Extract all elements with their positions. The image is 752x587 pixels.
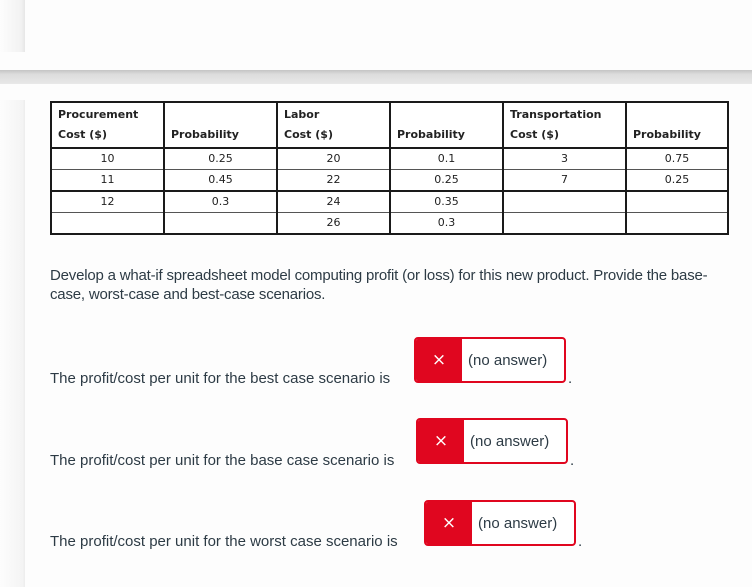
table-cell: 0.1 (389, 147, 504, 170)
worst-case-answer-value: (no answer) (478, 514, 558, 532)
header-probability-1: Probability (163, 101, 278, 149)
sentence-period: . (578, 533, 583, 550)
base-case-answer-value: (no answer) (470, 432, 550, 450)
table-cell: 0.35 (389, 190, 504, 213)
header-line: Probability (633, 128, 701, 141)
best-case-question-label: The profit/cost per unit for the best ca… (50, 370, 391, 387)
table-cell (163, 212, 278, 235)
table-row: 26 0.3 (50, 212, 729, 235)
sentence-period: . (568, 370, 573, 387)
table-cell: 0.3 (163, 190, 278, 213)
header-line: Cost ($) (58, 128, 107, 141)
table-cell: 12 (50, 190, 165, 213)
header-labor-cost: Labor Cost ($) (276, 101, 391, 149)
left-panel-edge (0, 100, 25, 587)
table-cell (50, 212, 165, 235)
base-case-question-label: The profit/cost per unit for the base ca… (50, 452, 395, 469)
header-transportation-cost: Transportation Cost ($) (502, 101, 627, 149)
table-cell: 11 (50, 169, 165, 192)
incorrect-x-icon: × (426, 502, 472, 544)
table-cell: 0.25 (625, 169, 729, 192)
table-cell: 20 (276, 147, 391, 170)
cost-probability-table: Procurement Cost ($) Probability Labor Cos… (50, 101, 729, 235)
header-line: Transportation (510, 108, 602, 121)
worst-case-question-label: The profit/cost per unit for the worst c… (50, 533, 398, 550)
worst-case-answer-field[interactable]: × (no answer) (424, 500, 576, 546)
table-cell: 0.25 (163, 147, 278, 170)
table-cell: 26 (276, 212, 391, 235)
table-cell (502, 190, 627, 213)
question-prompt: Develop a what-if spreadsheet model comp… (50, 267, 708, 303)
sentence-period: . (570, 452, 575, 469)
header-line: Probability (397, 128, 465, 141)
best-case-answer-value: (no answer) (468, 351, 548, 369)
table-cell: 0.75 (625, 147, 729, 170)
incorrect-x-icon: × (418, 420, 464, 462)
table-cell: 0.25 (389, 169, 504, 192)
header-probability-3: Probability (625, 101, 729, 149)
table-row: 11 0.45 22 0.25 7 0.25 (50, 169, 729, 192)
table-cell: 0.3 (389, 212, 504, 235)
incorrect-x-icon: × (416, 339, 462, 381)
table-cell (502, 212, 627, 235)
table-cell (625, 212, 729, 235)
table-cell: 24 (276, 190, 391, 213)
table-cell (625, 190, 729, 213)
header-line: Procurement (58, 108, 139, 121)
table-cell: 0.45 (163, 169, 278, 192)
table-row: 12 0.3 24 0.35 (50, 190, 729, 213)
header-probability-2: Probability (389, 101, 504, 149)
table-cell: 7 (502, 169, 627, 192)
table-row: 10 0.25 20 0.1 3 0.75 (50, 147, 729, 170)
header-procurement-cost: Procurement Cost ($) (50, 101, 165, 149)
header-line: Probability (171, 128, 239, 141)
table-cell: 22 (276, 169, 391, 192)
header-line: Cost ($) (284, 128, 333, 141)
base-case-answer-field[interactable]: × (no answer) (416, 418, 568, 464)
section-divider (0, 70, 752, 84)
table-header-row: Procurement Cost ($) Probability Labor Cos… (50, 101, 729, 149)
table-cell: 10 (50, 147, 165, 170)
header-line: Labor (284, 108, 320, 121)
top-panel-edge (0, 0, 25, 52)
best-case-answer-field[interactable]: × (no answer) (414, 337, 566, 383)
table-cell: 3 (502, 147, 627, 170)
header-line: Cost ($) (510, 128, 559, 141)
